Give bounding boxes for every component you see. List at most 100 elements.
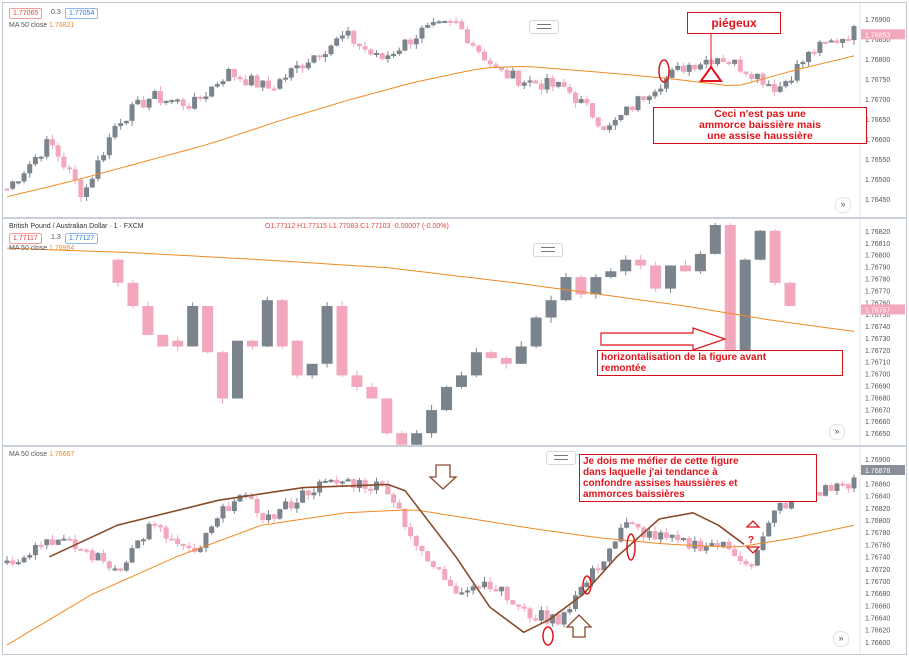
bearish-candle <box>737 556 743 562</box>
bearish-candle <box>248 494 254 499</box>
hand-drawn-trend-line <box>49 483 745 634</box>
bullish-candle <box>703 59 709 65</box>
bullish-candle <box>605 271 617 278</box>
bullish-candle <box>658 88 664 92</box>
sell-price-box[interactable]: 1.77117 <box>9 233 42 244</box>
chart-panel-1[interactable]: 1.76900 1.76850 1.76800 1.76750 1.76700 1.766… <box>3 3 906 217</box>
bullish-candle <box>101 155 107 161</box>
bullish-candle <box>135 540 141 549</box>
go-to-realtime-icon[interactable]: » <box>833 631 849 647</box>
bearish-candle <box>180 544 186 547</box>
bearish-candle <box>550 78 556 87</box>
bullish-candle <box>550 614 556 624</box>
ma-label: MA 50 close <box>9 245 48 252</box>
bullish-candle <box>402 39 408 51</box>
bearish-candle <box>362 46 368 50</box>
chart-settings-button[interactable] <box>546 451 576 465</box>
bullish-candle <box>612 541 618 549</box>
bullish-candle <box>703 546 709 551</box>
bearish-candle <box>828 485 834 491</box>
bearish-candle <box>140 99 146 108</box>
go-to-realtime-icon[interactable]: » <box>829 424 845 440</box>
bullish-candle <box>294 65 300 69</box>
up-arrow-icon <box>565 614 593 638</box>
bullish-candle <box>692 540 698 549</box>
go-to-realtime-icon[interactable]: » <box>835 197 851 213</box>
highlight-ellipse <box>542 626 554 646</box>
chart-panel-2[interactable]: 1.76820 1.76810 1.76800 1.76790 1.76780 1.767… <box>3 219 906 445</box>
panel-divider <box>3 445 906 447</box>
annotation-piegeux: piégeux <box>687 12 781 34</box>
bearish-candle <box>487 60 493 65</box>
bearish-candle <box>743 71 749 74</box>
bearish-candle <box>356 43 362 47</box>
warning-triangle-icon <box>699 65 723 82</box>
bearish-candle <box>567 86 573 93</box>
bullish-candle <box>248 75 254 86</box>
bearish-candle <box>300 65 306 69</box>
bullish-candle <box>607 548 613 562</box>
bullish-candle <box>675 65 681 70</box>
bearish-candle <box>629 522 635 525</box>
y-tick-label: 1.76800 <box>865 518 890 525</box>
chart-panel-3[interactable]: 1.769001.768801.768601.768401.768201.768… <box>3 447 906 654</box>
bullish-candle <box>197 547 203 552</box>
bullish-candle <box>396 50 402 54</box>
bullish-candle <box>328 479 334 482</box>
y-tick-label: 1.76500 <box>865 177 890 184</box>
sell-price-box[interactable]: 1.77065 <box>9 8 43 19</box>
bearish-candle <box>493 64 499 67</box>
chart-settings-button[interactable] <box>529 20 559 34</box>
ma-value: 1.76667 <box>49 451 75 458</box>
last-price-tag <box>861 464 905 475</box>
bullish-candle <box>237 495 243 502</box>
bullish-candle <box>129 548 135 563</box>
bullish-candle <box>612 120 618 126</box>
bullish-candle <box>777 502 783 511</box>
bearish-candle <box>243 79 249 86</box>
y-tick-label: 1.76860 <box>865 481 890 488</box>
bullish-candle <box>538 610 544 621</box>
bearish-candle <box>453 21 459 24</box>
bearish-candle <box>487 581 493 590</box>
bullish-candle <box>140 539 146 542</box>
bearish-candle <box>493 589 499 592</box>
bullish-candle <box>283 501 289 510</box>
bullish-candle <box>578 99 584 103</box>
bullish-candle <box>21 173 27 182</box>
bullish-candle <box>739 259 751 353</box>
bullish-candle <box>754 549 760 566</box>
bullish-candle <box>391 53 397 56</box>
chart-settings-button[interactable] <box>533 243 563 257</box>
bearish-candle <box>635 259 647 266</box>
bearish-candle <box>67 167 73 170</box>
bearish-candle <box>464 29 470 44</box>
bullish-candle <box>321 305 333 364</box>
bullish-candle <box>567 609 573 613</box>
bullish-candle <box>590 277 602 295</box>
buy-price-box[interactable]: 1.77054 <box>65 8 99 19</box>
chart-panel-1-canvas[interactable]: 1.76900 1.76850 1.76800 1.76750 1.76700 1.766… <box>3 3 906 217</box>
bullish-candle <box>21 557 27 563</box>
bearish-candle <box>447 579 453 586</box>
bullish-candle <box>806 51 812 63</box>
bullish-candle <box>209 526 215 533</box>
chart-panel-2-canvas[interactable]: 1.76820 1.76810 1.76800 1.76790 1.76780 1.767… <box>3 219 906 445</box>
symbol-title[interactable]: British Pound / Australian Dollar · 1 · … <box>9 223 144 230</box>
buy-price-box[interactable]: 1.77127 <box>65 233 99 244</box>
bearish-candle <box>336 305 348 376</box>
bearish-candle <box>67 538 73 541</box>
highlight-ellipse <box>658 59 670 83</box>
bearish-candle <box>521 606 527 609</box>
bearish-candle <box>641 96 647 101</box>
bullish-candle <box>464 590 470 593</box>
bullish-candle <box>584 582 590 588</box>
bullish-candle <box>305 62 311 69</box>
bearish-candle <box>783 502 789 509</box>
bullish-candle <box>618 527 624 542</box>
y-tick-label: 1.76770 <box>865 288 890 295</box>
y-tick-label: 1.76740 <box>865 324 890 331</box>
bullish-candle <box>482 581 488 588</box>
last-price-label: 1.76878 <box>865 468 890 475</box>
bearish-candle <box>186 106 192 109</box>
